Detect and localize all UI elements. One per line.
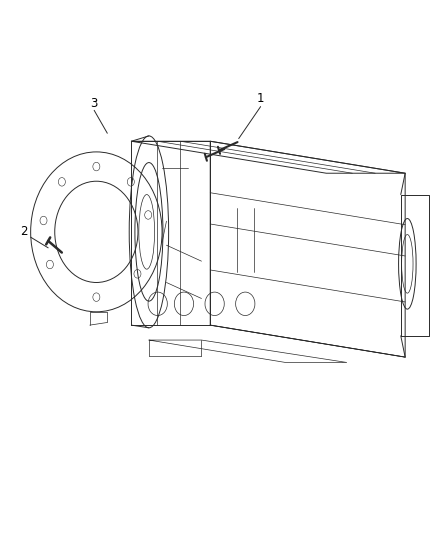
Text: 3: 3 (91, 98, 98, 110)
Text: 1: 1 (257, 92, 265, 105)
Text: 2: 2 (20, 225, 28, 238)
